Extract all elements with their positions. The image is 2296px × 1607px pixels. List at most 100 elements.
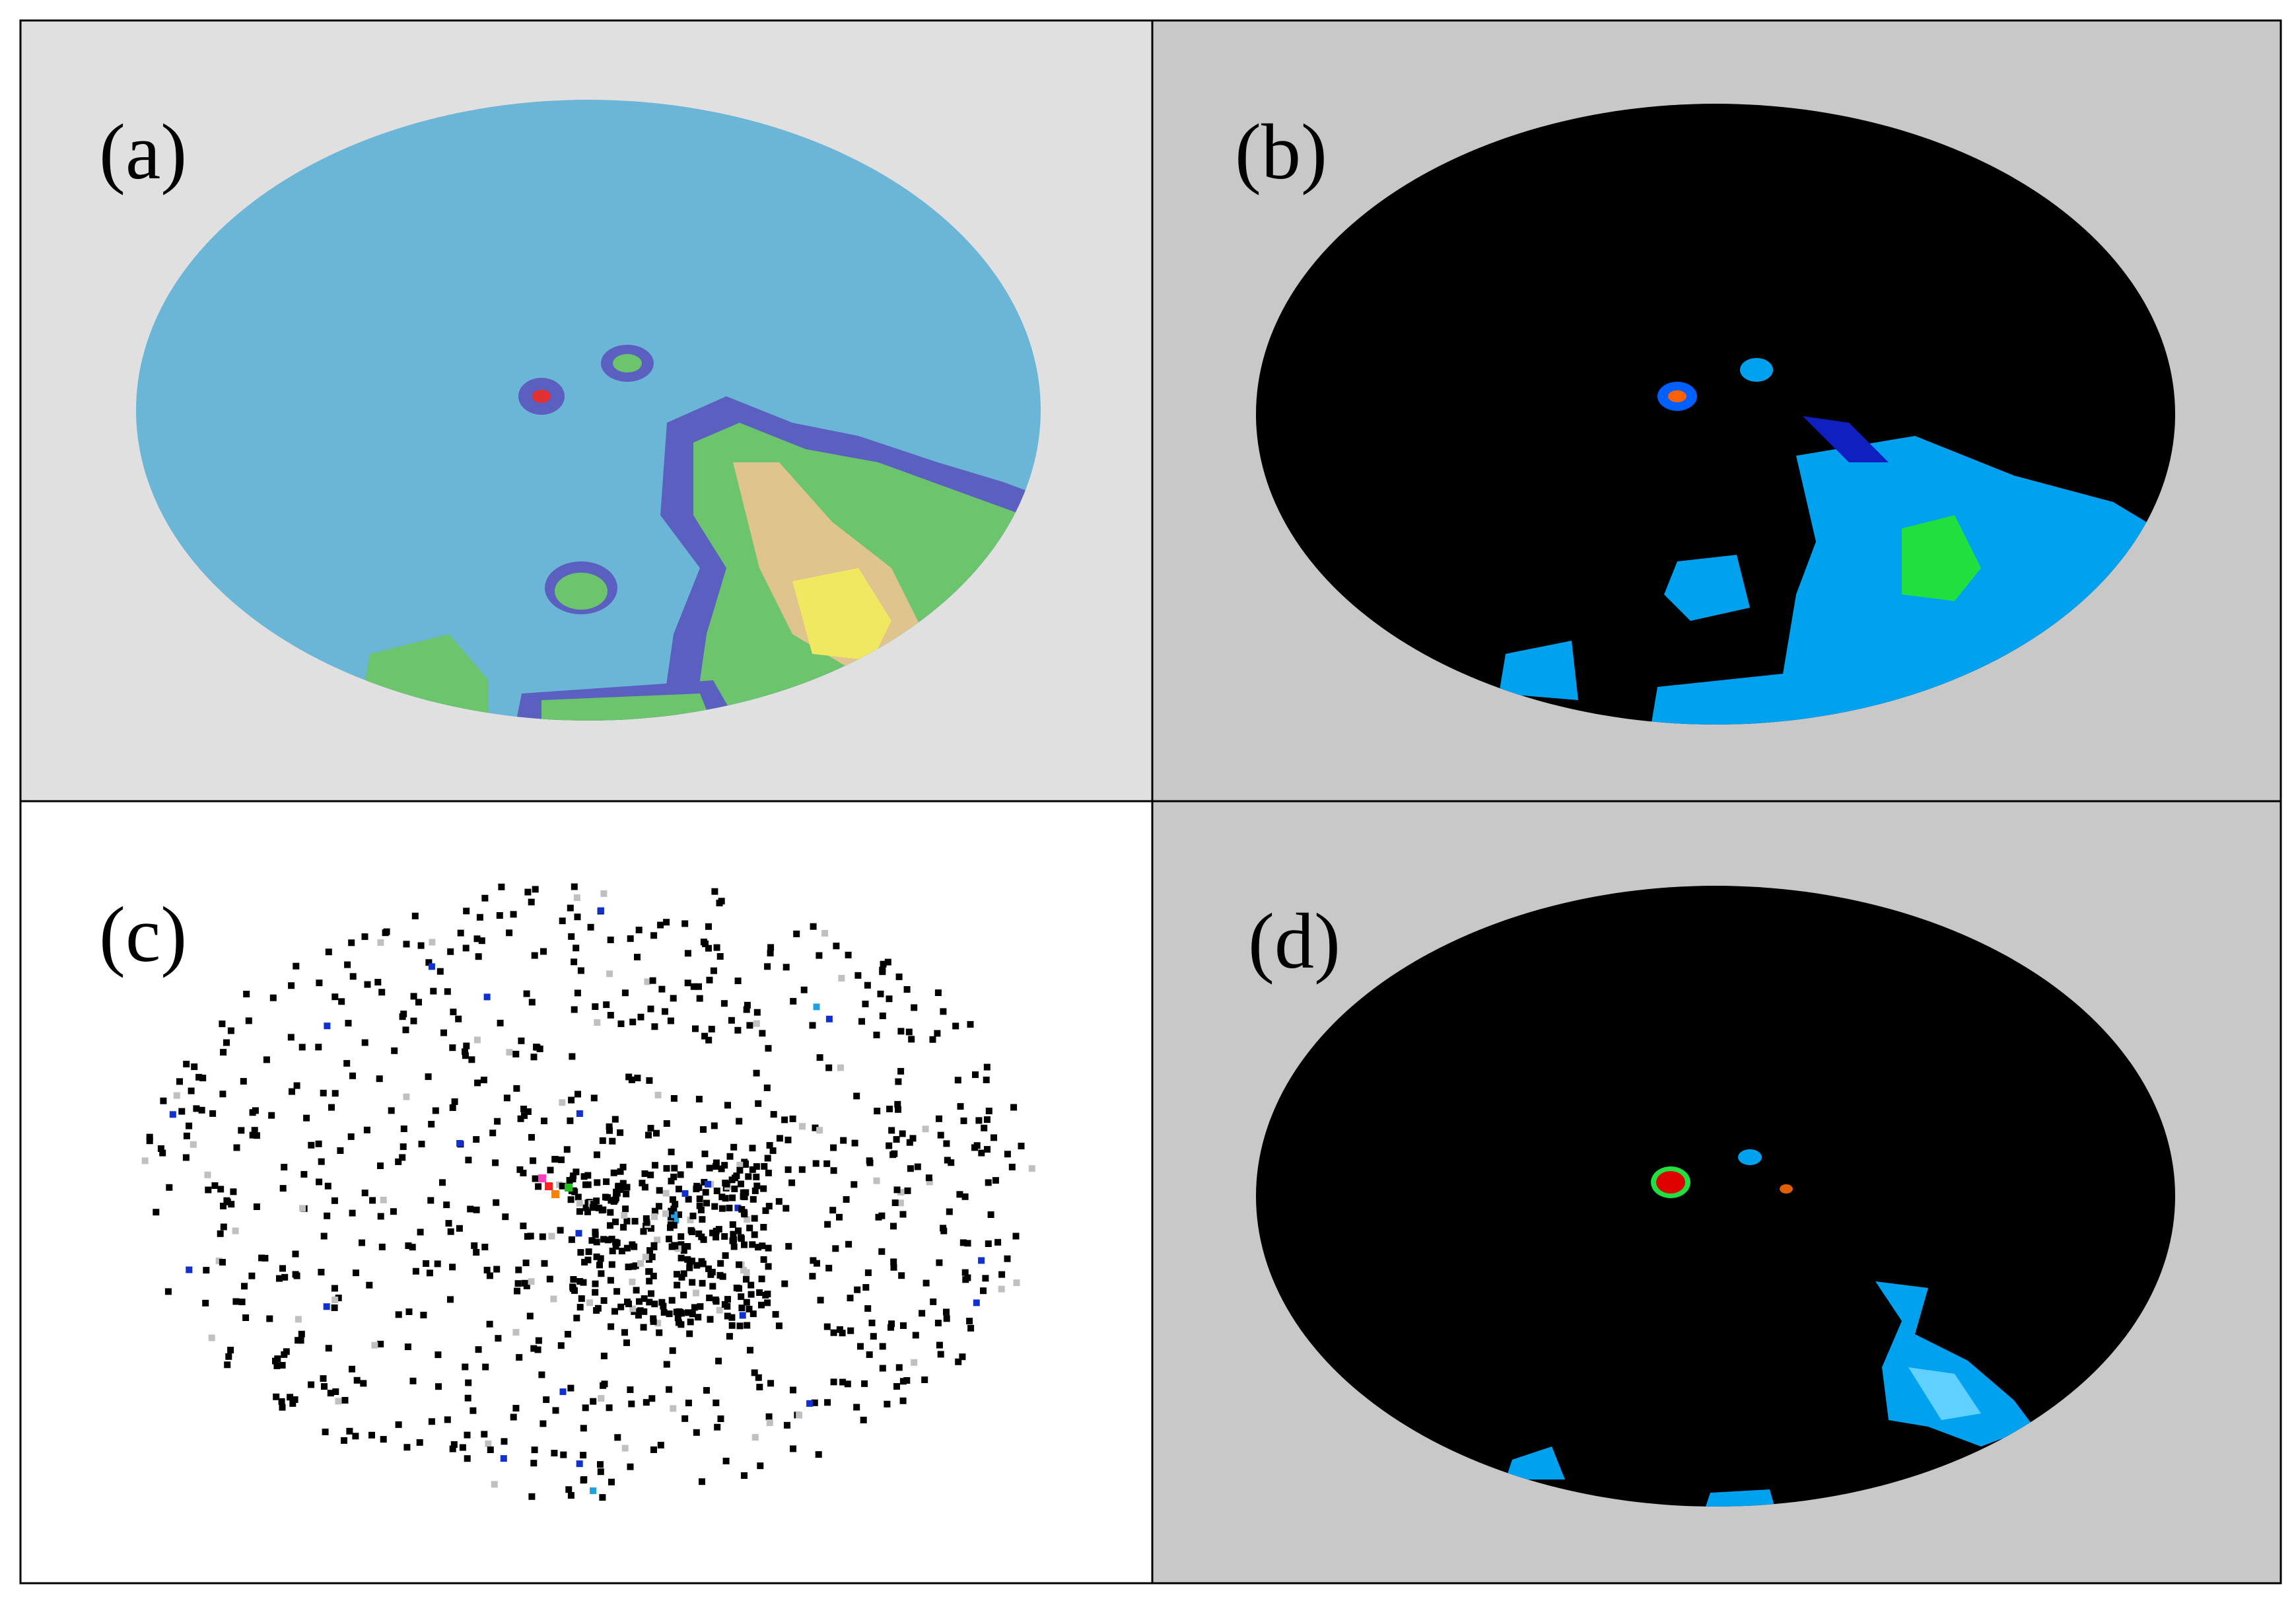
dot: [494, 1118, 501, 1125]
dot: [769, 1147, 777, 1155]
dot: [717, 1415, 724, 1422]
dot: [374, 979, 382, 985]
dot: [619, 1163, 627, 1170]
dot: [220, 1223, 227, 1231]
dot: [693, 1429, 700, 1436]
dot: [648, 1290, 654, 1297]
dot: [242, 1314, 250, 1321]
dot: [906, 1139, 913, 1146]
dot: [559, 1388, 567, 1396]
dot: [718, 1194, 726, 1201]
dot: [663, 919, 670, 926]
dot: [854, 972, 862, 979]
dot: [580, 1279, 587, 1286]
dot: [449, 1044, 456, 1052]
dot: [790, 1386, 796, 1394]
dot: [943, 1315, 950, 1322]
dot: [338, 998, 345, 1005]
dot: [656, 1329, 663, 1336]
dot: [377, 1340, 384, 1347]
dot: [899, 1211, 907, 1218]
dot: [281, 1164, 288, 1171]
dot: [722, 1458, 730, 1464]
dot: [674, 1271, 680, 1278]
dot: [751, 1215, 758, 1222]
dot: [473, 1249, 480, 1256]
dot: [633, 1287, 640, 1294]
dot: [502, 1213, 509, 1221]
dot: [459, 1444, 466, 1451]
dot: [699, 1260, 707, 1268]
dot: [444, 1416, 451, 1423]
dot: [650, 1446, 657, 1453]
dot: [528, 898, 535, 906]
echo-field: [1506, 1149, 2034, 1507]
dot: [220, 1049, 227, 1056]
dot: [851, 1181, 858, 1188]
dot: [576, 1278, 584, 1285]
dot: [534, 1346, 541, 1353]
dot: [987, 1211, 994, 1218]
dot: [766, 1142, 773, 1149]
dot: [681, 1190, 689, 1197]
dot: [623, 1184, 631, 1191]
dot: [684, 1243, 691, 1250]
dot: [349, 973, 357, 980]
dot: [551, 1450, 558, 1456]
dot: [755, 1374, 762, 1381]
dot: [631, 1243, 638, 1250]
dot: [183, 1061, 190, 1067]
dot: [303, 1114, 310, 1122]
dot: [973, 1142, 981, 1149]
dot: [1004, 1151, 1011, 1158]
dot: [580, 1452, 587, 1459]
dot: [806, 1400, 814, 1407]
dot: [186, 1266, 193, 1273]
dot: [188, 1087, 195, 1094]
dot: [465, 1157, 472, 1164]
dot: [678, 1241, 685, 1248]
dot: [723, 1180, 730, 1188]
dot: [569, 1053, 576, 1060]
dot: [722, 1195, 729, 1202]
dot: [345, 1020, 352, 1027]
dot: [456, 1225, 463, 1232]
dot: [219, 1259, 226, 1266]
dot: [193, 1105, 200, 1112]
dot: [584, 1208, 591, 1215]
dot: [726, 1153, 734, 1160]
dot: [651, 1301, 658, 1308]
dot: [751, 1187, 759, 1194]
dot: [911, 1359, 918, 1366]
dot: [612, 1218, 619, 1225]
dot: [753, 1009, 761, 1016]
dot: [605, 1236, 611, 1244]
dot: [898, 1272, 905, 1279]
dot: [574, 913, 581, 921]
dot: [751, 1369, 758, 1376]
dot: [880, 960, 887, 968]
dot: [485, 1440, 492, 1447]
dot: [944, 1157, 951, 1164]
dot: [775, 1322, 783, 1330]
dot: [686, 1264, 693, 1271]
dot: [700, 939, 707, 946]
dot: [671, 1211, 678, 1219]
dot: [784, 1421, 790, 1429]
dot: [331, 1304, 338, 1311]
dot: [594, 1151, 600, 1159]
dot: [541, 1260, 548, 1267]
dot: [678, 1273, 685, 1281]
dot: [506, 929, 513, 937]
dot: [699, 1279, 706, 1287]
dot: [809, 1022, 816, 1029]
dot: [609, 1137, 616, 1145]
dot: [613, 1288, 621, 1295]
dot: [586, 1299, 594, 1306]
dot: [905, 1028, 913, 1036]
dot: [817, 1297, 824, 1304]
dot: [410, 1017, 417, 1024]
dot: [639, 1180, 646, 1187]
dot: [606, 1127, 613, 1134]
dot: [825, 1064, 833, 1071]
